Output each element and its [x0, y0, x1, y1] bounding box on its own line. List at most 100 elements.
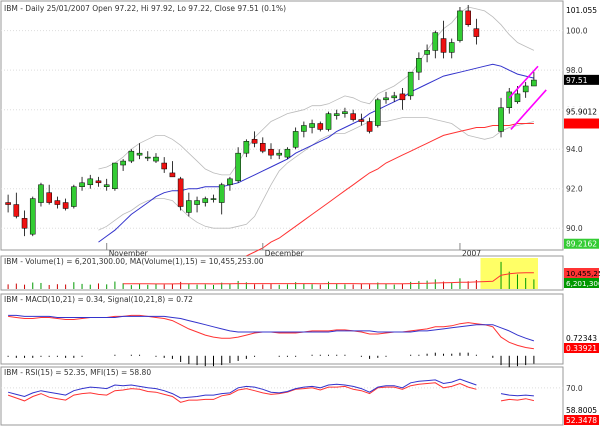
- moving-average-line: [246, 123, 534, 257]
- price-tick-label: 94.0: [566, 145, 583, 154]
- trendline: [510, 89, 547, 130]
- candle-body: [514, 93, 521, 103]
- price-panel-title: IBM - Daily 25/01/2007 Open 97.22, Hi 97…: [4, 4, 286, 13]
- price-label-box: [564, 118, 599, 129]
- macd-label: 0.72343: [566, 334, 597, 343]
- candle-body: [235, 152, 241, 182]
- price-axis: 90.092.094.096.098.0100.0101.05597.58449…: [564, 4, 599, 249]
- candle-body: [38, 184, 44, 203]
- macd-histogram: [7, 352, 535, 368]
- macd-panel-title: IBM - MACD(10,21) = 0.34, Signal(10,21,8…: [4, 295, 193, 304]
- candle-body: [243, 141, 250, 154]
- candle-body: [440, 38, 447, 53]
- candle-body: [292, 131, 299, 148]
- candle-body: [284, 148, 291, 158]
- candle-body: [301, 125, 307, 132]
- candle-body: [112, 162, 118, 189]
- trendline: [508, 65, 539, 99]
- price-label-box: [564, 74, 599, 85]
- candle-body: [210, 198, 217, 200]
- macd-lines: [8, 314, 535, 350]
- candle-body: [342, 111, 348, 114]
- candle-body: [522, 85, 529, 93]
- candle-body: [186, 200, 192, 213]
- candle-body: [498, 107, 504, 132]
- candle-body: [399, 93, 406, 101]
- candle-body: [218, 184, 225, 203]
- volume-label-box: [564, 278, 599, 288]
- candle-body: [128, 150, 135, 162]
- candle-body: [161, 162, 167, 170]
- candle-body: [325, 113, 332, 130]
- candle-body: [202, 198, 209, 203]
- price-label: 97.51: [566, 76, 588, 85]
- candle-body: [375, 99, 381, 126]
- volume-label: 10,455,253: [566, 269, 600, 278]
- candle-body: [350, 113, 356, 120]
- price-tick-label: 98.0: [566, 66, 583, 75]
- candle-body: [383, 97, 389, 101]
- price-label-box: [564, 238, 599, 249]
- price-label-box: [564, 4, 599, 15]
- rsi-line: [7, 382, 535, 403]
- candle-body: [21, 218, 28, 229]
- candle-body: [309, 123, 315, 128]
- candle-body: [531, 79, 537, 87]
- candle-body: [416, 58, 422, 73]
- candle-body: [259, 143, 266, 152]
- date-label: 2007: [462, 249, 481, 258]
- candle-body: [407, 71, 414, 97]
- macd-label-box: [564, 333, 599, 343]
- volume-panel-frame: [0, 255, 564, 291]
- volume-axis: 10,455,2536,201,300: [564, 268, 600, 288]
- candle-body: [333, 113, 340, 116]
- candle-body: [366, 121, 373, 132]
- volume-label: 6,201,300: [566, 279, 600, 288]
- macd-line: [8, 314, 535, 342]
- macd-label: 0.33921: [566, 344, 597, 353]
- candle-body: [103, 184, 110, 188]
- price-panel-frame: [0, 0, 564, 251]
- candle-body: [251, 139, 258, 144]
- candle-body: [358, 119, 365, 122]
- candle-body: [177, 178, 184, 207]
- candle-body: [95, 180, 102, 184]
- date-label: December: [265, 249, 305, 258]
- candle-body: [317, 123, 324, 130]
- rsi-lines: [7, 378, 535, 403]
- price-tick-label: 100.0: [566, 27, 588, 36]
- price-label: 95.3008: [566, 120, 597, 129]
- candle-body: [46, 192, 52, 203]
- candle-body: [87, 178, 94, 186]
- rsi-line: [7, 378, 534, 399]
- candle-body: [62, 202, 69, 209]
- candle-body: [506, 91, 513, 108]
- candle-body: [169, 172, 176, 178]
- candle-body: [5, 202, 11, 205]
- rsi-label-box: [564, 415, 599, 425]
- price-label: 89.2162: [566, 240, 597, 249]
- price-tick-label: 90.0: [566, 224, 583, 233]
- candle-body: [432, 32, 439, 51]
- candlesticks: [5, 4, 537, 237]
- rsi-tick-label: 70.0: [566, 384, 583, 393]
- candle-body: [473, 28, 480, 37]
- trendlines: [508, 65, 547, 130]
- candle-body: [194, 200, 200, 205]
- price-tick-label: 92.0: [566, 185, 583, 194]
- date-axis: November December 2007: [106, 243, 481, 258]
- price-label: 101.055: [566, 6, 597, 15]
- candle-body: [79, 182, 85, 187]
- rsi-label: 58.8005: [566, 406, 597, 415]
- candle-body: [13, 204, 20, 217]
- price-label-box: [564, 106, 599, 117]
- rsi-label-box: [564, 405, 599, 415]
- rsi-label: 52.3478: [566, 416, 597, 425]
- candle-body: [54, 200, 61, 205]
- volume-label-box: [564, 268, 599, 278]
- date-label: November: [109, 249, 149, 258]
